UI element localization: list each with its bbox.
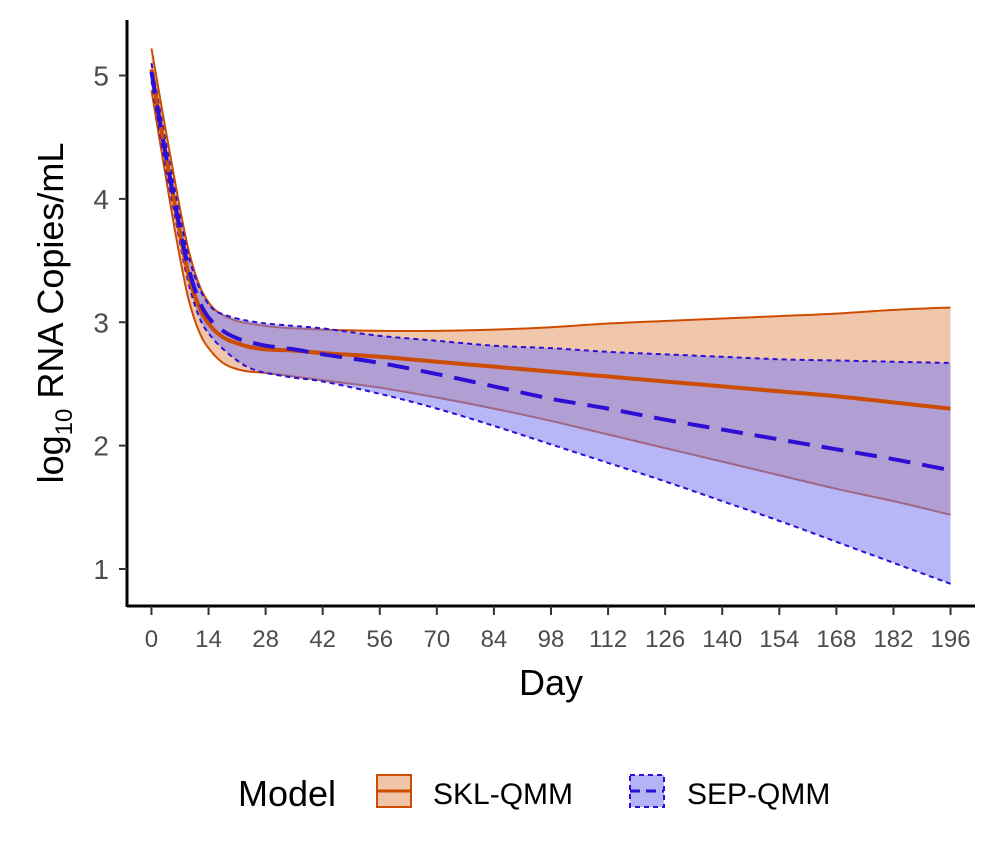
x-tick-label: 154 xyxy=(759,626,799,653)
x-tick-label: 56 xyxy=(366,626,393,653)
x-tick-label: 112 xyxy=(589,626,627,653)
x-tick-label: 14 xyxy=(195,626,222,653)
x-tick-label: 84 xyxy=(481,626,508,653)
x-tick-label: 70 xyxy=(423,626,450,653)
y-tick-label: 3 xyxy=(93,307,109,338)
legend-title: Model xyxy=(238,773,336,814)
legend-label-sep-qmm: SEP-QMM xyxy=(687,778,830,811)
y-tick-label: 2 xyxy=(93,431,109,462)
y-ticks: 1 2 3 4 5 xyxy=(93,61,127,585)
x-tick-label: 168 xyxy=(816,626,856,653)
x-tick-label: 0 xyxy=(145,626,158,653)
x-axis-title: Day xyxy=(519,662,583,703)
confidence-bands xyxy=(150,48,951,585)
x-tick-label: 182 xyxy=(873,626,913,653)
band-upper-skl-qmm xyxy=(150,48,951,333)
mean-line-sep-qmm xyxy=(149,71,951,473)
y-tick-label: 5 xyxy=(93,61,109,92)
x-tick-label: 42 xyxy=(309,626,336,653)
y-axis-title: log10 RNA Copies/mL xyxy=(30,143,78,484)
x-tick-label: 196 xyxy=(931,626,971,653)
x-tick-label: 140 xyxy=(702,626,742,653)
x-tick-label: 98 xyxy=(538,626,565,653)
x-tick-label: 28 xyxy=(252,626,279,653)
x-ticks: 0 14 28 42 56 70 84 98 112 126 140 154 168 182 196 xyxy=(145,606,971,653)
y-tick-label: 4 xyxy=(93,184,109,215)
band-lower-sep-qmm xyxy=(150,80,951,585)
y-axis-title-rest: RNA Copies/mL xyxy=(30,143,71,409)
mean-lines xyxy=(149,69,951,473)
legend-label-skl-qmm: SKL-QMM xyxy=(433,778,573,811)
legend-key-sep-qmm xyxy=(629,774,665,808)
legend: Model SKL-QMM SEP-QMM xyxy=(238,773,830,814)
legend-key-skl-qmm xyxy=(376,774,412,808)
y-axis-title-subscript: 10 xyxy=(51,409,78,436)
y-axis-title-log: log xyxy=(30,435,71,483)
y-tick-label: 1 xyxy=(93,554,109,585)
x-tick-label: 126 xyxy=(645,626,685,653)
band-sep-qmm xyxy=(151,63,951,584)
